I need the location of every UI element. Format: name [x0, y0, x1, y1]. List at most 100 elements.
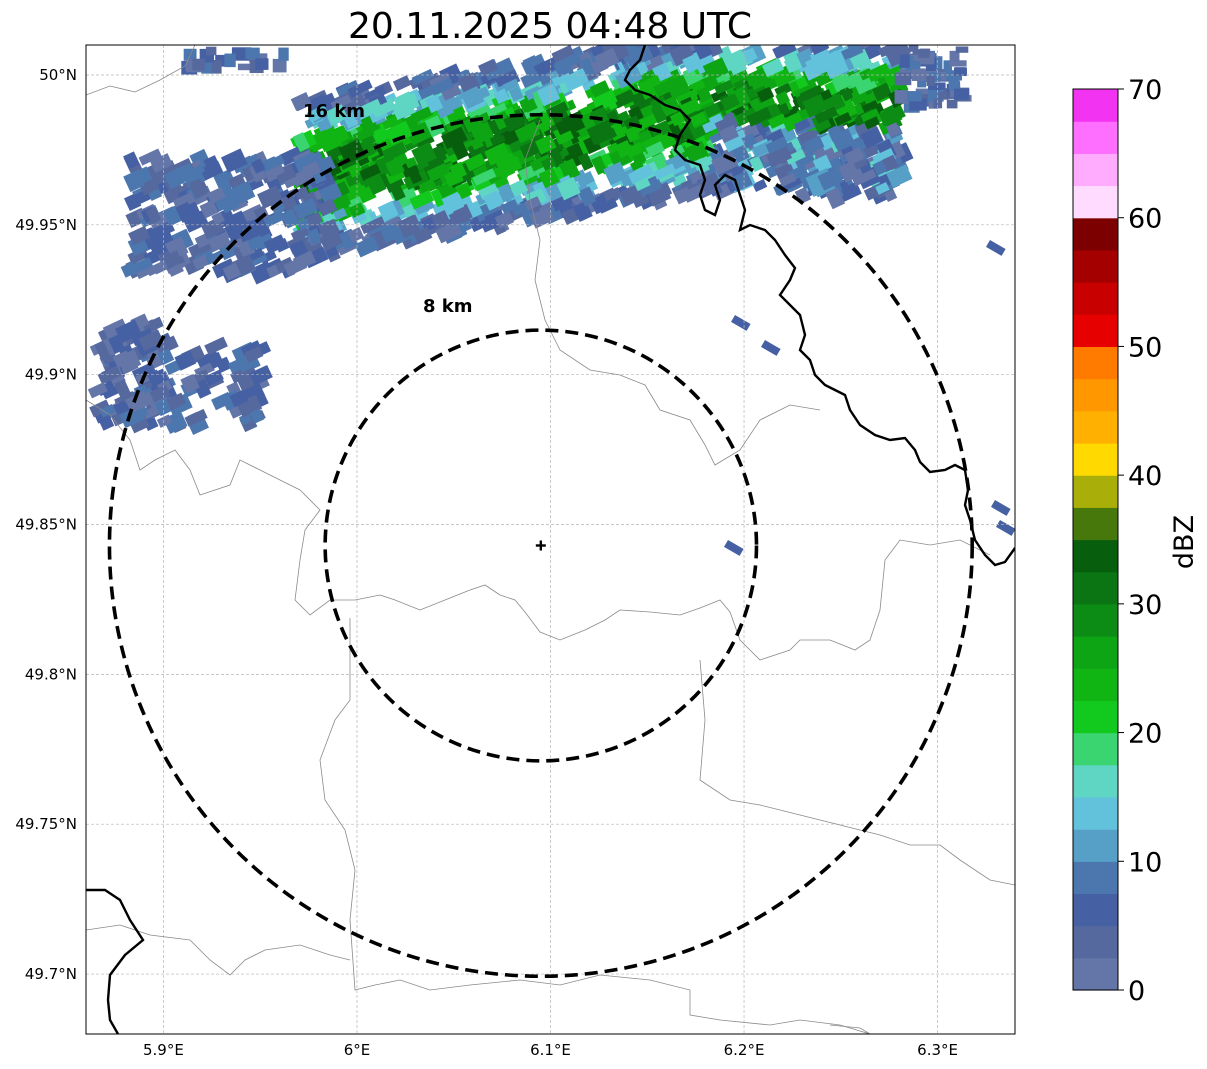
- echo-cell: [440, 83, 462, 101]
- echo-cell: [418, 178, 438, 195]
- y-tick-label: 49.9°N: [25, 366, 77, 384]
- echo-cell: [352, 126, 375, 143]
- echo-cell: [251, 158, 266, 174]
- echo-cell: [87, 382, 108, 399]
- echo-cell: [926, 75, 936, 86]
- echo-cell: [500, 198, 519, 214]
- region-border: [699, 659, 1015, 886]
- echo-cell: [711, 151, 739, 176]
- echo-cell: [514, 121, 541, 144]
- colorbar-segment: [1073, 89, 1118, 122]
- echo-cell: [538, 167, 560, 189]
- colorbar-label: dBZ: [1169, 515, 1200, 569]
- echo-cell: [205, 249, 227, 265]
- echo-cell: [296, 217, 311, 231]
- echo-cell: [838, 160, 860, 183]
- echo-cell: [553, 59, 571, 78]
- echo-cell: [220, 148, 248, 174]
- colorbar-segment: [1073, 539, 1118, 573]
- colorbar-segment: [1073, 121, 1118, 154]
- echo-cell: [949, 50, 960, 62]
- echo-cell: [571, 169, 587, 183]
- echo-cell: [996, 520, 1015, 536]
- x-tick-label: 6.1°E: [530, 1041, 571, 1059]
- echo-cell: [359, 163, 381, 181]
- echo-cell: [840, 45, 864, 61]
- colorbar-segment: [1073, 378, 1118, 412]
- echo-cell: [484, 142, 511, 166]
- echo-cell: [243, 346, 264, 363]
- colorbar-segment: [1073, 153, 1118, 187]
- echo-cell: [864, 116, 881, 130]
- echo-cell: [986, 239, 1006, 256]
- echo-cell: [225, 222, 246, 243]
- echo-cell: [99, 403, 116, 418]
- colorbar-segment: [1073, 925, 1118, 959]
- echo-cell: [802, 93, 828, 118]
- echo-cell: [494, 152, 519, 174]
- echo-cell: [670, 144, 685, 157]
- colorbar-tick-label: 10: [1128, 847, 1162, 878]
- echo-cell: [199, 199, 219, 219]
- echo-cell: [948, 81, 961, 91]
- echo-cell: [613, 89, 636, 109]
- echo-cell: [435, 223, 457, 244]
- echo-cell: [689, 112, 707, 128]
- x-tick-label: 6.3°E: [917, 1041, 958, 1059]
- echo-cell: [354, 235, 380, 258]
- echo-cell: [113, 400, 129, 414]
- echo-cell: [283, 256, 308, 277]
- echo-cell: [229, 389, 249, 408]
- echo-cell: [756, 86, 775, 103]
- echo-cell: [292, 132, 310, 153]
- echo-cell: [627, 164, 654, 184]
- range-ring: [107, 112, 974, 979]
- echo-cell: [263, 211, 286, 228]
- echo-cell: [182, 209, 209, 233]
- echo-cell: [825, 187, 846, 210]
- echo-cell: [653, 77, 679, 98]
- echo-cell: [886, 122, 901, 138]
- echo-cell: [247, 235, 265, 251]
- echo-cell: [772, 45, 797, 60]
- echo-cell: [301, 161, 321, 179]
- colorbar-tick-label: 0: [1128, 976, 1145, 1007]
- echo-cell: [157, 348, 175, 366]
- echo-cell: [347, 79, 373, 98]
- echo-cell: [180, 373, 200, 394]
- echo-cell: [245, 47, 260, 60]
- echo-cell: [509, 179, 529, 197]
- echo-cell: [593, 127, 618, 146]
- echo-cell: [279, 146, 303, 167]
- echo-cell: [115, 319, 142, 344]
- echo-cell: [881, 154, 899, 172]
- echo-cell: [293, 198, 318, 220]
- echo-cell: [443, 168, 464, 188]
- echo-cell: [625, 141, 645, 159]
- echo-cell: [155, 335, 179, 355]
- echo-cell: [114, 379, 131, 398]
- echo-cell: [730, 170, 753, 192]
- echo-cell: [306, 105, 329, 123]
- echo-cell: [555, 117, 574, 136]
- echo-cell: [576, 170, 595, 188]
- echo-cell: [533, 56, 560, 78]
- echo-cell: [494, 210, 515, 229]
- echo-cell: [844, 147, 865, 166]
- echo-cell: [746, 106, 772, 127]
- echo-cell: [785, 149, 806, 165]
- echo-cell: [928, 98, 939, 109]
- echo-cell: [696, 86, 713, 103]
- echo-cell: [377, 200, 399, 222]
- y-tick-label: 49.75°N: [15, 815, 77, 833]
- y-tick-label: 49.85°N: [15, 516, 77, 534]
- region-border: [524, 119, 821, 466]
- echo-cell: [318, 182, 343, 205]
- echo-cell: [794, 118, 811, 132]
- echo-cell: [731, 315, 751, 331]
- echo-cell: [536, 83, 561, 107]
- echo-cell: [194, 233, 210, 249]
- echo-cell: [388, 181, 406, 202]
- echo-cell: [378, 113, 403, 132]
- echo-cell: [203, 155, 222, 176]
